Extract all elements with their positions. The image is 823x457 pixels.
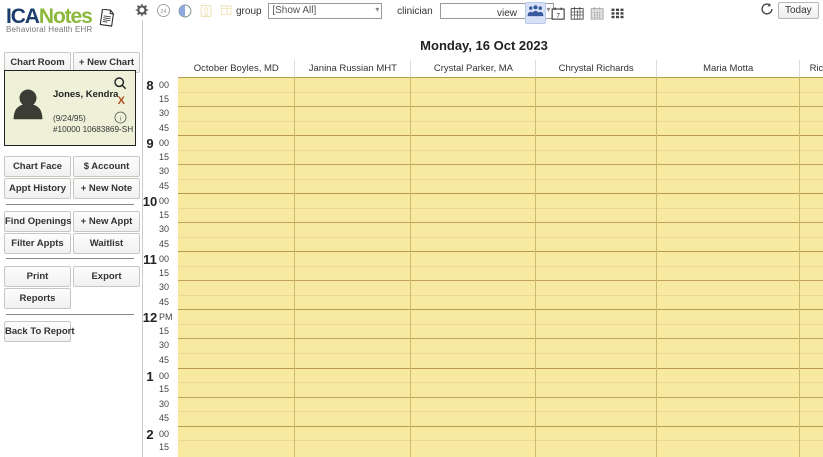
svg-text:7: 7 [556,12,560,19]
svg-text:24: 24 [160,9,166,15]
svg-text:i: i [120,115,122,122]
